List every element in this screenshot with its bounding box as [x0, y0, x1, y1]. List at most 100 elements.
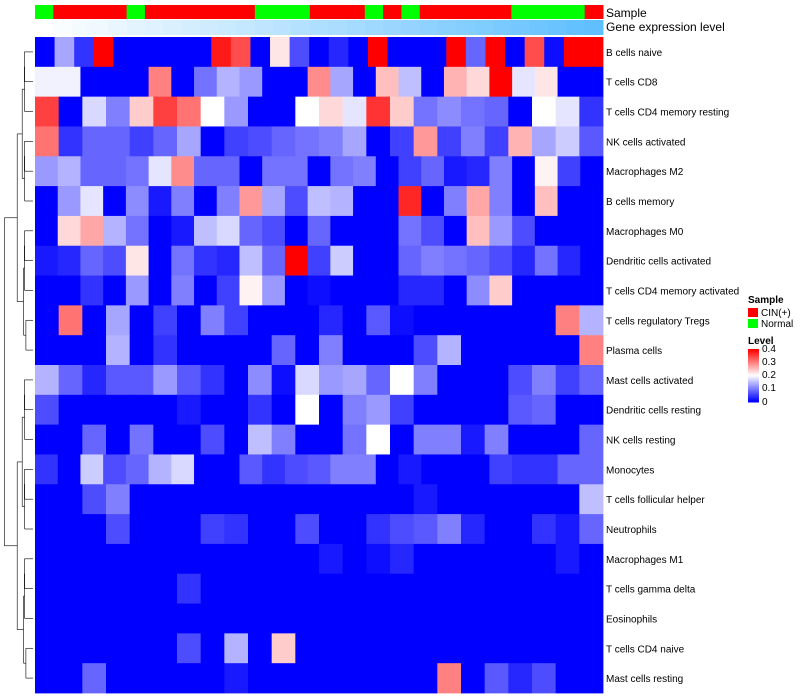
heatmap-cell: [106, 663, 131, 694]
heatmap-cell: [248, 484, 273, 515]
heatmap-cell: [387, 37, 408, 68]
heatmap-cell: [437, 96, 462, 127]
legend-colorbar-step: [748, 352, 759, 355]
heatmap-cell: [307, 454, 331, 485]
heatmap-cell: [177, 96, 202, 127]
heatmap-cell: [466, 215, 490, 247]
sample-annotation-cell: [89, 5, 109, 19]
heatmap-cell: [342, 573, 367, 604]
legend-colorbar-step: [748, 390, 759, 392]
heatmap-cell: [295, 633, 320, 664]
heatmap-cell: [262, 66, 286, 98]
heatmap-cell: [58, 335, 83, 366]
heatmap-cell: [342, 305, 367, 336]
heatmap-cell: [200, 126, 225, 157]
heatmap-cell: [82, 573, 107, 604]
heatmap-cell: [177, 663, 202, 694]
expression-annotation-cell: [474, 20, 494, 35]
heatmap-cell: [171, 245, 195, 276]
heatmap-cell: [248, 543, 273, 575]
heatmap-cell: [153, 424, 178, 455]
heatmap-cell: [153, 633, 178, 664]
expression-annotation-cell: [584, 20, 604, 35]
heatmap-cell: [58, 126, 83, 157]
heatmap-cell: [437, 424, 462, 455]
heatmap-cell: [82, 394, 107, 426]
heatmap-cell: [366, 305, 391, 336]
heatmap-cell: [366, 603, 391, 634]
heatmap-cell: [93, 37, 114, 68]
heatmap-cell: [580, 454, 604, 485]
heatmap-cell: [248, 663, 273, 694]
heatmap-cell: [239, 454, 263, 485]
heatmap-cell: [106, 335, 131, 366]
heatmap-cell: [579, 663, 604, 694]
heatmap-cell: [443, 245, 468, 276]
heatmap-cell: [398, 156, 422, 187]
heatmap-cell: [271, 424, 296, 455]
heatmap-cell: [295, 663, 320, 694]
sample-annotation-cell: [309, 5, 329, 19]
heatmap-cell: [342, 335, 367, 366]
heatmap-cell: [106, 573, 131, 604]
heatmap-cell: [200, 365, 225, 396]
heatmap-cell: [330, 215, 354, 247]
heatmap-cell: [489, 454, 513, 485]
heatmap-cell: [106, 96, 131, 127]
heatmap-cell: [129, 514, 154, 545]
heatmap-cell: [35, 126, 60, 157]
heatmap-cell: [534, 245, 558, 276]
heatmap-cell: [330, 156, 354, 187]
sample-annotation-cell: [126, 5, 146, 19]
heatmap-cell: [466, 275, 490, 306]
heatmap-cell: [129, 663, 154, 694]
legend-colorbar-step: [748, 388, 759, 391]
heatmap-cell: [484, 663, 509, 694]
legend-colorbar-step: [748, 400, 759, 403]
heatmap-cell: [216, 215, 240, 247]
heatmap-cell: [466, 245, 490, 276]
row-label: NK cells resting: [606, 436, 675, 447]
sample-annotation-cell: [35, 5, 54, 19]
expression-annotation-cell: [254, 20, 274, 35]
heatmap-cell: [113, 37, 134, 68]
heatmap-cell: [512, 215, 536, 247]
heatmap-cell: [177, 573, 202, 604]
row-label: T cells regulatory Tregs: [606, 316, 710, 327]
row-label: Macrophages M1: [606, 555, 684, 566]
heatmap-cell: [413, 633, 438, 664]
heatmap-cell: [248, 126, 273, 157]
heatmap-cell: [555, 633, 580, 664]
expression-annotation-cell: [291, 20, 311, 35]
heatmap-cell: [544, 37, 565, 68]
heatmap-cell: [437, 633, 462, 664]
heatmap-cell: [508, 96, 533, 127]
heatmap-cell: [82, 603, 107, 634]
heatmap-cell: [437, 394, 462, 426]
row-label: B cells memory: [606, 197, 674, 208]
expression-annotation-cell: [529, 20, 549, 35]
heatmap-cell: [295, 305, 320, 336]
heatmap-cell: [224, 663, 249, 694]
heatmap-cell: [106, 484, 131, 515]
legend-tick-04: 0.4: [762, 344, 776, 355]
sample-annotation-cell: [273, 5, 293, 19]
heatmap-cell: [284, 245, 309, 276]
heatmap-cell: [484, 514, 509, 545]
heatmap-cell: [153, 484, 178, 515]
legend-colorbar-step: [748, 363, 759, 366]
heatmap-cell: [35, 603, 60, 634]
heatmap-cell: [330, 186, 354, 217]
heatmap-cell: [153, 126, 178, 157]
sample-annotation-cell: [456, 5, 476, 19]
heatmap-cell: [295, 603, 320, 634]
heatmap-cell: [413, 424, 438, 455]
heatmap-cell: [413, 543, 438, 575]
heatmap-cell: [80, 245, 104, 276]
heatmap-cell: [398, 454, 422, 485]
sample-annotation-cell: [199, 5, 219, 19]
heatmap-cell: [82, 424, 107, 455]
sample-annotation-cell: [291, 5, 311, 19]
heatmap-cell: [443, 186, 468, 217]
heatmap-cell: [295, 484, 320, 515]
